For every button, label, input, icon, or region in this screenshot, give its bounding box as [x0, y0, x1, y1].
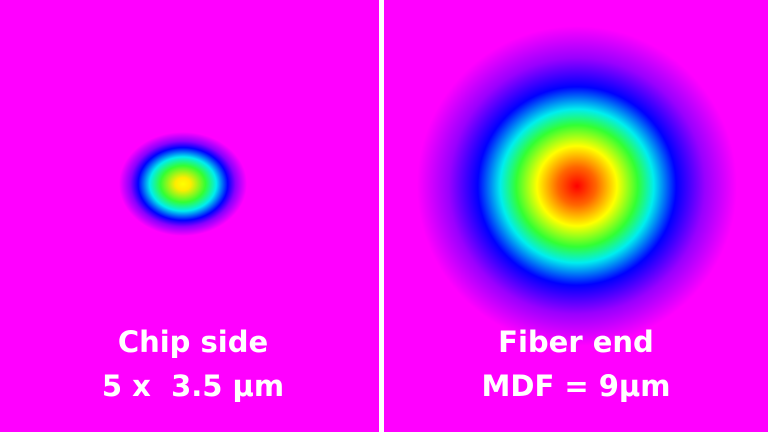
panel-title: Fiber end	[498, 325, 654, 359]
divider	[379, 0, 384, 432]
panel-title: Chip side	[118, 325, 268, 359]
panel-subtitle: 5 x 3.5 μm	[102, 369, 284, 403]
chip-mode-profile	[119, 132, 247, 236]
fiber-mode-profile	[417, 26, 737, 346]
panel-subtitle: MDF = 9μm	[482, 369, 671, 403]
